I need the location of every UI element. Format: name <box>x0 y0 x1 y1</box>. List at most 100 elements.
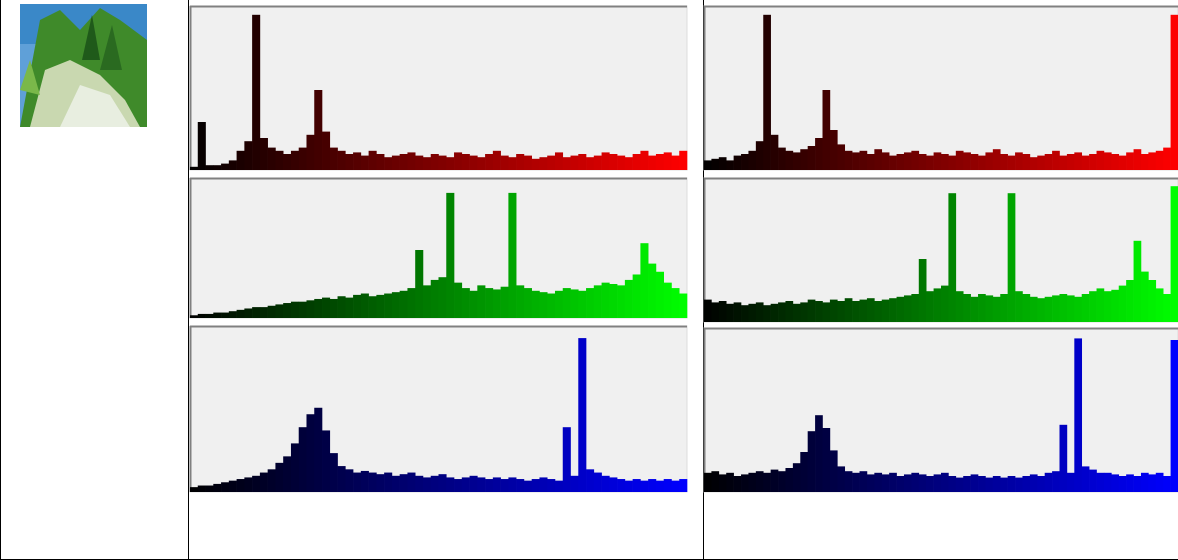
histogram-bar <box>439 156 447 170</box>
histogram-bar <box>252 15 260 170</box>
histogram-bar <box>778 148 786 170</box>
histogram-bar <box>198 314 206 318</box>
histogram-bar <box>1111 154 1119 170</box>
histogram-bar <box>971 154 979 170</box>
histogram-bar <box>237 310 245 318</box>
histogram-bar <box>400 474 408 492</box>
histogram-bar <box>314 408 322 492</box>
histogram-bar <box>1015 478 1023 492</box>
histogram-bar <box>571 476 579 492</box>
histogram-bar <box>919 474 927 492</box>
histogram-bar <box>376 154 384 170</box>
histogram-bar <box>524 288 532 318</box>
histogram-bar <box>361 156 369 170</box>
histogram-bar <box>555 152 563 170</box>
histogram-bar <box>594 285 602 318</box>
histogram-bar <box>1008 476 1016 492</box>
histogram-bar <box>1104 473 1112 492</box>
histogram-bar <box>586 288 594 318</box>
histogram-bar <box>800 149 808 170</box>
histogram-bar <box>837 144 845 170</box>
histogram-bar <box>793 152 801 170</box>
histogram-bar <box>763 15 771 170</box>
histogram-bar <box>268 469 276 492</box>
histogram-bar <box>734 156 742 170</box>
histogram-bar <box>1045 297 1053 322</box>
histogram-bar <box>539 292 547 318</box>
histogram-bar <box>1126 474 1134 492</box>
histogram-bar <box>867 474 875 492</box>
histogram-bar <box>963 152 971 170</box>
histogram-bar <box>322 298 330 318</box>
histogram-bar <box>704 473 712 492</box>
histogram-bar <box>1074 297 1082 322</box>
histogram-bar <box>594 473 602 492</box>
histogram-bar <box>516 154 524 170</box>
histogram-bar <box>904 152 912 170</box>
histogram-bar <box>322 430 330 492</box>
histogram-bar <box>493 151 501 170</box>
histograms <box>190 6 1178 492</box>
histogram-bar <box>1119 286 1127 322</box>
histogram-bar <box>609 154 617 170</box>
histogram-bar <box>524 481 532 492</box>
histogram-bar <box>578 291 586 318</box>
histogram-bar <box>477 157 485 170</box>
histogram-bar <box>299 148 307 170</box>
histogram-bar <box>353 295 361 318</box>
histogram-bar <box>353 152 361 170</box>
histogram-bar <box>190 315 198 318</box>
histogram-bar <box>299 427 307 492</box>
histogram-bar <box>602 476 610 492</box>
histogram-bar <box>1097 473 1105 492</box>
histogram-bar <box>361 471 369 492</box>
histogram-bar <box>1067 295 1075 322</box>
histogram-bar <box>874 149 882 170</box>
histogram-bar <box>602 283 610 318</box>
histogram-bar <box>206 165 214 170</box>
histogram-bar <box>830 300 838 322</box>
histogram-bar <box>1008 193 1016 322</box>
histogram-bar <box>648 264 656 318</box>
histogram-bar <box>1000 294 1008 322</box>
histogram-bar <box>229 311 237 318</box>
histogram-bar <box>400 154 408 170</box>
histogram-bar <box>306 300 314 318</box>
histogram-bar <box>431 154 439 170</box>
histogram-bar <box>268 148 276 170</box>
histogram-bar <box>454 479 462 492</box>
histogram-bar <box>268 306 276 318</box>
histogram-bar <box>679 151 687 170</box>
histogram-bar <box>1052 471 1060 492</box>
histogram-bar <box>1060 294 1068 322</box>
histogram-bar <box>462 288 470 318</box>
histogram-bar <box>756 471 764 492</box>
histogram-bar <box>539 157 547 170</box>
histogram-bar <box>260 138 268 170</box>
histogram-bar <box>532 159 540 170</box>
histogram-bar <box>229 481 237 492</box>
histogram-bar <box>1037 156 1045 170</box>
histogram-bar <box>508 193 516 318</box>
histogram-bar <box>934 288 942 322</box>
histogram-bar <box>1022 476 1030 492</box>
histogram-bar <box>252 307 260 318</box>
histogram-bar <box>756 141 764 170</box>
histogram-bar <box>963 476 971 492</box>
histogram-bar <box>719 474 727 492</box>
histogram-bar <box>985 478 993 492</box>
histogram-bar <box>1089 291 1097 322</box>
histogram-bar <box>369 473 377 492</box>
histogram-bar <box>1030 474 1038 492</box>
histogram-bar <box>477 285 485 318</box>
histogram-bar <box>882 474 890 492</box>
histogram-bar <box>656 154 664 170</box>
histogram-bar <box>648 156 656 170</box>
histogram-bar <box>874 473 882 492</box>
histogram-bar <box>985 152 993 170</box>
histogram-bar <box>1097 151 1105 170</box>
histogram-bar <box>291 443 299 492</box>
histogram-bar <box>719 301 727 322</box>
histogram-bar <box>206 486 214 492</box>
histogram-bar <box>785 301 793 322</box>
